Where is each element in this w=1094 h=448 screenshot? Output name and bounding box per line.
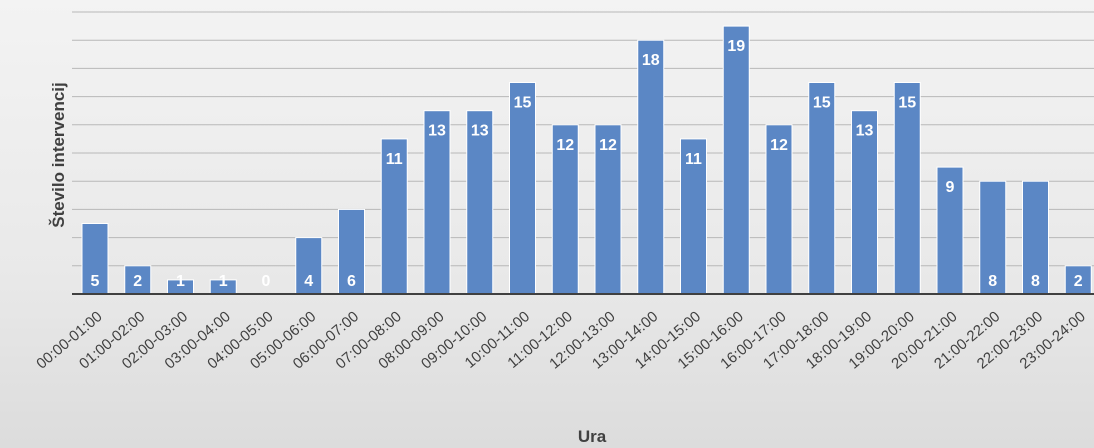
data-label: 13 (471, 123, 489, 140)
data-label: 11 (386, 151, 403, 168)
bar (893, 82, 921, 295)
data-label: 15 (813, 95, 831, 112)
bar (466, 110, 494, 295)
gridlines (72, 11, 1094, 267)
data-label: 13 (428, 123, 446, 140)
bar (1022, 180, 1049, 295)
data-label: 12 (770, 137, 788, 154)
bar (124, 265, 152, 295)
bar (680, 138, 707, 295)
bar (851, 110, 878, 295)
bar (765, 124, 793, 295)
data-label: 12 (556, 137, 574, 154)
bar (509, 82, 536, 295)
bar (338, 208, 365, 295)
data-label: 13 (856, 123, 874, 140)
bar (979, 180, 1007, 295)
data-label: 15 (898, 95, 916, 112)
bar (722, 25, 750, 295)
data-label: 19 (727, 38, 745, 55)
data-label: 8 (1031, 273, 1040, 290)
data-label: 11 (685, 151, 702, 168)
data-label: 2 (133, 273, 142, 290)
data-label: 1 (176, 273, 185, 290)
x-axis-title: Ura (578, 427, 607, 446)
data-label: 0 (262, 273, 271, 290)
bar (808, 82, 836, 295)
data-label: 1 (219, 273, 228, 290)
bar (936, 166, 964, 295)
bar (423, 110, 451, 295)
bar (380, 138, 408, 295)
bar (594, 124, 622, 295)
data-label: 15 (514, 95, 532, 112)
bar (637, 39, 665, 295)
data-label: 6 (347, 273, 356, 290)
data-label: 4 (304, 273, 313, 290)
x-tick-labels: 00:00-01:0001:00-02:0002:00-03:0003:00-0… (33, 308, 1089, 372)
data-label: 9 (946, 179, 955, 196)
data-label: 8 (988, 273, 997, 290)
data-label: 18 (642, 52, 660, 69)
y-axis-title: Število intervencij (49, 82, 68, 228)
data-label: 5 (91, 273, 100, 290)
bar (1064, 265, 1092, 295)
bars (81, 25, 1092, 295)
bar (81, 223, 109, 295)
data-label: 12 (599, 137, 617, 154)
data-label: 2 (1074, 273, 1083, 290)
